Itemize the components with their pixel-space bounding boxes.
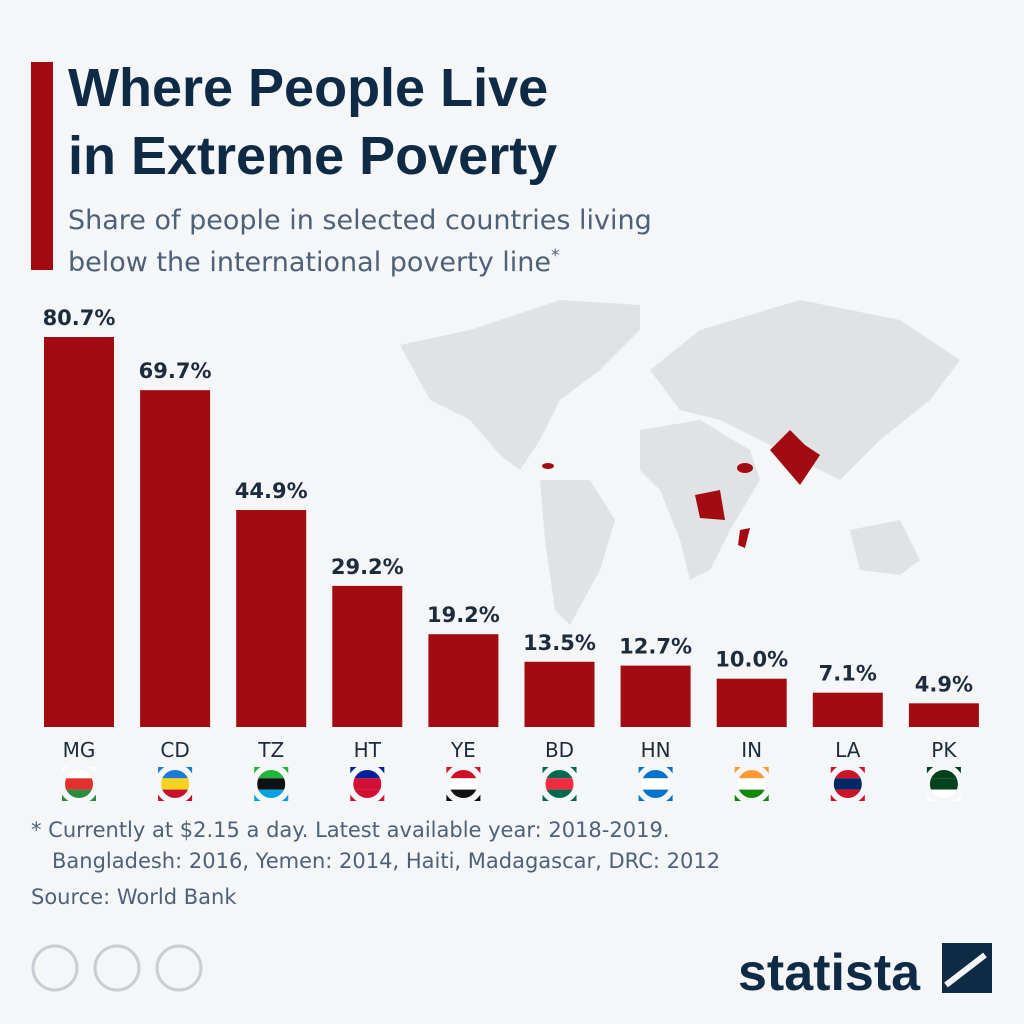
footnote-line: Bangladesh: 2016, Yemen: 2014, Haiti, Ma…: [52, 849, 720, 873]
title-line: in Extreme Poverty: [68, 126, 557, 186]
bar: [140, 390, 211, 727]
category-label: HT: [354, 738, 382, 762]
flag-stripe: [638, 789, 673, 801]
value-label: 12.7%: [619, 635, 692, 659]
flag-stripe: [734, 778, 769, 790]
flag-stripe: [638, 767, 673, 779]
bar: [524, 661, 595, 727]
flag-stripe: [926, 767, 961, 779]
bar: [620, 665, 691, 727]
flag-stripe: [158, 767, 193, 779]
value-label: 19.2%: [427, 603, 500, 627]
flag-stripe: [446, 778, 481, 790]
flag-stripe: [158, 778, 193, 790]
flag-stripe: [542, 789, 577, 801]
flag-stripe: [62, 789, 96, 801]
flag-outline: [635, 764, 676, 804]
flag-stripe: [830, 789, 865, 801]
category-label: YE: [450, 738, 476, 762]
category-label: PK: [931, 738, 957, 762]
flag-stripe: [542, 767, 577, 779]
flag-stripe: [158, 789, 193, 801]
category-label: BD: [545, 738, 574, 762]
flag-stripe: [734, 767, 769, 779]
flag-stripe: [926, 789, 961, 801]
value-label: 7.1%: [819, 662, 877, 686]
flag-stripe: [254, 778, 289, 790]
footnote-line: * Currently at $2.15 a day. Latest avail…: [31, 818, 670, 842]
value-label: 80.7%: [43, 306, 116, 330]
flag-outline: [827, 764, 868, 804]
value-label: 69.7%: [139, 359, 212, 383]
value-label: 13.5%: [523, 631, 596, 655]
flag-stripe: [926, 778, 961, 790]
flag-stripe: [350, 767, 385, 779]
bar: [332, 585, 403, 727]
bar: [908, 703, 979, 727]
flag-stripe: [638, 778, 673, 790]
flag-stripe: [350, 778, 385, 790]
category-label: HN: [641, 738, 671, 762]
flag-outline: [347, 764, 388, 804]
flag-stripe: [62, 767, 96, 779]
flag-outline: [923, 764, 964, 804]
bar: [812, 692, 883, 727]
source: Source: World Bank: [31, 885, 237, 909]
flag-stripe: [254, 789, 289, 801]
flag-stripe: [254, 767, 289, 779]
value-label: 10.0%: [715, 648, 788, 672]
subtitle-marker: *: [551, 246, 560, 266]
logo: statista: [738, 944, 921, 1002]
value-label: 44.9%: [235, 479, 308, 503]
bar: [44, 337, 114, 727]
bar: [236, 510, 307, 727]
title-line: Where People Live: [68, 58, 548, 118]
flag-outline: [539, 764, 580, 804]
value-label: 29.2%: [331, 555, 404, 579]
logo-icon-mark: [944, 952, 987, 988]
bar: [428, 634, 499, 727]
flag-stripe: [830, 778, 865, 790]
flag-stripe: [350, 789, 385, 801]
category-label: LA: [835, 738, 861, 762]
flag-stripe: [446, 789, 481, 801]
world-map: [400, 300, 960, 625]
category-label: TZ: [257, 738, 284, 762]
category-label: MG: [63, 738, 96, 762]
accent-bar: [31, 62, 53, 270]
flag-outline: [155, 764, 196, 804]
flag-stripe: [734, 789, 769, 801]
license-icons: [31, 944, 203, 992]
flag-stripe: [446, 767, 481, 779]
value-label: 4.9%: [915, 672, 973, 696]
subtitle-text: below the international poverty line: [68, 247, 551, 278]
highlighted-countries: [542, 430, 820, 548]
flag-outline: [731, 764, 772, 804]
category-label: IN: [741, 738, 762, 762]
category-label: CD: [160, 738, 189, 762]
subtitle-line: below the international poverty line*: [68, 246, 560, 278]
flag-outline: [59, 764, 99, 804]
flag-outline: [251, 764, 292, 804]
flag-stripe: [830, 767, 865, 779]
flag-outline: [443, 764, 484, 804]
flag-stripe: [62, 778, 96, 790]
bar: [716, 678, 787, 727]
subtitle-line: Share of people in selected countries li…: [68, 205, 652, 236]
flag-stripe: [542, 778, 577, 790]
